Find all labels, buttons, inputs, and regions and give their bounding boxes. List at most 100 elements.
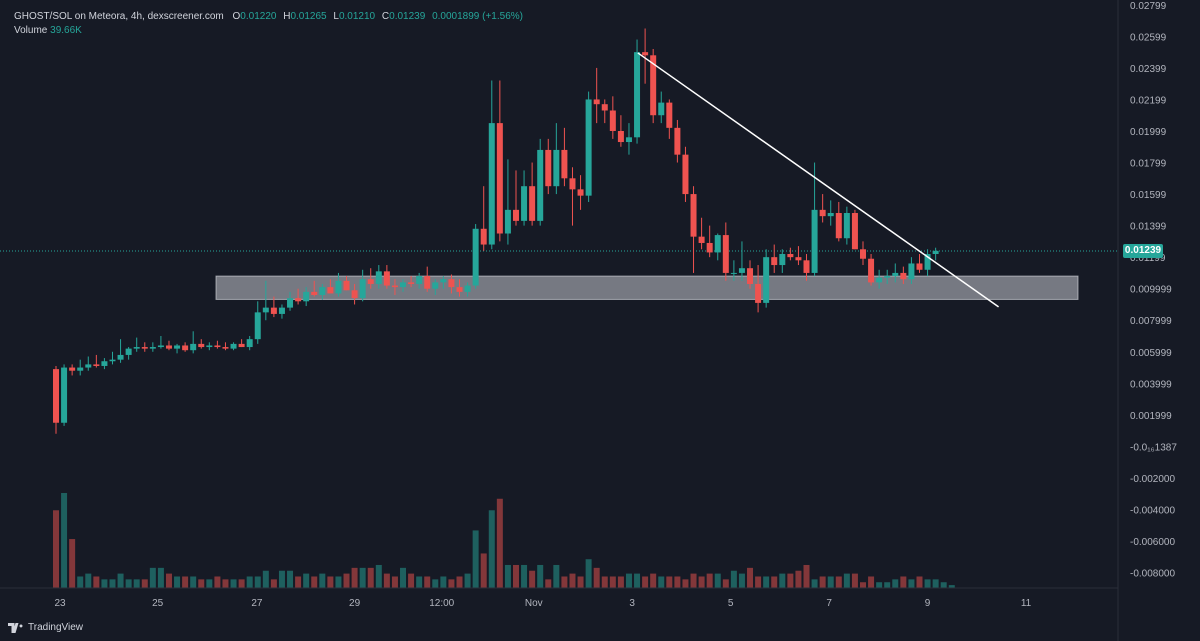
candle <box>190 331 197 354</box>
candle <box>61 364 68 426</box>
candle <box>335 272 342 297</box>
price-tick-label: 0.009999 <box>1130 285 1172 296</box>
volume-bar <box>174 576 181 588</box>
volume-bar <box>480 553 487 588</box>
volume-bar <box>674 576 681 588</box>
candle-body <box>77 367 84 371</box>
time-tick-label: 23 <box>54 598 66 609</box>
price-tick-label: 0.01199 <box>1130 253 1166 264</box>
candle <box>198 339 205 349</box>
price-tick-label: 0.02799 <box>1130 1 1167 12</box>
volume-bar <box>642 576 649 588</box>
candle <box>747 260 754 289</box>
candle-body <box>375 271 382 284</box>
volume-bar <box>787 573 794 588</box>
candle <box>666 99 673 139</box>
volume-bar <box>763 576 770 588</box>
candle-body <box>811 209 818 273</box>
candle-body <box>367 279 374 284</box>
candle-body <box>755 283 762 303</box>
candle-body <box>730 272 737 274</box>
volume-bar <box>359 567 366 588</box>
volume-bar <box>262 570 269 588</box>
volume-bar <box>109 579 116 588</box>
volume-bar <box>690 573 697 588</box>
time-tick-label: 11 <box>1021 598 1032 609</box>
candle-body <box>617 131 624 143</box>
candle-body <box>593 99 600 105</box>
candle <box>577 175 584 210</box>
candle-body <box>141 347 148 349</box>
volume-bar <box>625 573 632 588</box>
volume-bar <box>722 579 729 588</box>
time-tick-label: 25 <box>152 598 164 609</box>
candle-body <box>165 345 172 349</box>
candle-body <box>206 345 213 348</box>
volume-bar <box>553 564 560 588</box>
volume-bar <box>884 582 891 588</box>
volume-bar <box>924 579 931 588</box>
volume-bar <box>617 576 624 588</box>
price-tick-label: 0.01399 <box>1130 222 1167 233</box>
candle <box>892 263 899 283</box>
volume-bar <box>125 579 132 588</box>
candle-body <box>400 282 407 288</box>
candle-body <box>876 277 883 283</box>
volume-bar <box>456 576 463 588</box>
candle <box>795 246 802 266</box>
volume-bar <box>85 573 92 588</box>
candle-body <box>432 282 439 289</box>
candle <box>932 247 939 261</box>
volume-bar <box>391 576 398 588</box>
candle <box>561 127 568 187</box>
volume-bar <box>504 564 511 588</box>
volume-bar <box>537 564 544 588</box>
candle-body <box>488 123 495 245</box>
candle <box>843 206 850 245</box>
candle-body <box>521 186 528 221</box>
change-value: 0.0001899 (+1.56%) <box>432 11 523 22</box>
candle-body <box>827 213 834 217</box>
candle <box>642 28 649 84</box>
candle <box>876 269 883 289</box>
candle <box>480 186 487 251</box>
volume-bar <box>658 576 665 588</box>
candle-body <box>747 268 754 284</box>
candle-body <box>658 102 665 116</box>
volume-bar <box>254 576 261 588</box>
price-tick-label: 0.01999 <box>1130 127 1167 138</box>
candle-body <box>383 271 390 286</box>
candle <box>53 365 59 434</box>
time-tick-label: 27 <box>251 598 263 609</box>
candle-body <box>625 137 632 143</box>
candle-body <box>851 213 858 250</box>
volume-bar <box>940 582 947 588</box>
candle <box>157 336 164 349</box>
candle-body <box>738 268 745 273</box>
candle-body <box>900 272 907 280</box>
current-price-tag: 0.01239 <box>1123 244 1163 258</box>
candle-body <box>391 285 398 288</box>
candle-body <box>61 367 68 423</box>
candle-body <box>609 110 616 131</box>
symbol-title: GHOST/SOL on Meteora, 4h, dexscreener.co… <box>14 11 224 22</box>
candle-body <box>634 52 641 138</box>
volume-bar <box>706 573 713 588</box>
price-axis: 0.032000.030000.027990.025990.023990.021… <box>1130 1 1177 580</box>
tradingview-brand[interactable]: TradingView <box>8 622 83 633</box>
close-value: 0.01239 <box>389 11 426 22</box>
candle-body <box>504 209 511 234</box>
candle <box>270 296 277 318</box>
volume-bar <box>803 564 810 588</box>
candle <box>884 269 891 284</box>
candle <box>722 222 729 281</box>
candle <box>763 249 770 308</box>
candle-body <box>287 298 294 308</box>
candle-body <box>335 280 342 294</box>
volume-bar <box>634 573 641 588</box>
candle-body <box>238 343 245 348</box>
volume-bar <box>53 510 59 588</box>
volume-bar <box>448 579 455 588</box>
candle-body <box>254 312 261 340</box>
